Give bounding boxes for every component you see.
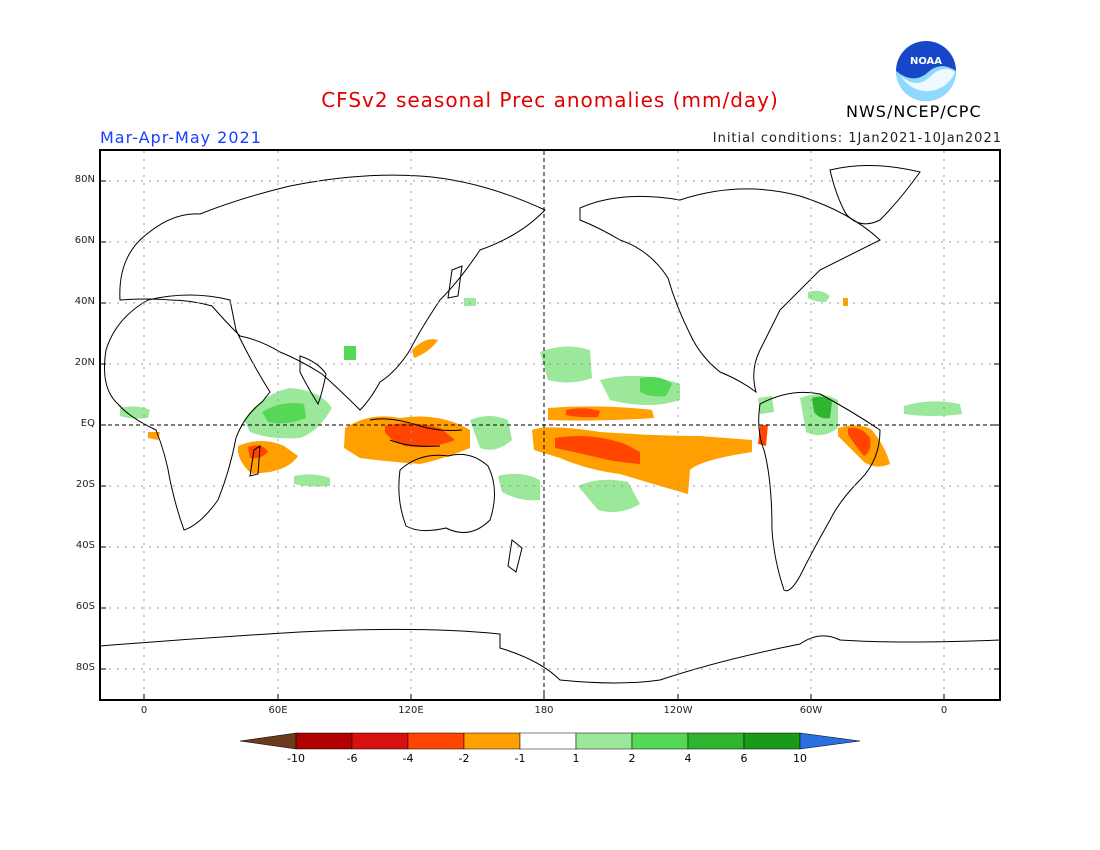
lat-label: 20N	[74, 357, 95, 368]
agency-label: NWS/NCEP/CPC	[846, 102, 982, 121]
colorbar-tick-label: 6	[740, 752, 748, 765]
lat-label: 60S	[75, 601, 95, 612]
colorbar-bin-5	[519, 732, 577, 750]
wet-region-south-pacific	[578, 479, 640, 512]
lat-label: 40N	[74, 296, 95, 307]
map-title: CFSv2 seasonal Prec anomalies (mm/day)	[321, 88, 779, 112]
wet-region-north-pacific	[540, 346, 592, 383]
lat-label: 80S	[75, 662, 95, 673]
lon-label: 180	[534, 705, 554, 716]
wet-core-amazon	[812, 396, 832, 419]
lat-label: EQ	[80, 418, 95, 429]
colorbar-bin-7	[631, 732, 689, 750]
wet-region-north-atlantic	[808, 290, 830, 302]
colorbar-tick-label: 4	[684, 752, 692, 765]
lon-label: 0	[940, 705, 948, 716]
anomaly-regions	[120, 290, 962, 512]
colorbar-bin-2	[351, 732, 409, 750]
wet-region-south-indian	[294, 474, 330, 487]
dry-core-brazil	[848, 427, 871, 456]
wet-core-indian-ocean	[262, 403, 306, 424]
gridlines	[101, 151, 1000, 700]
coastline-south-america	[758, 391, 881, 592]
coastline-indonesia	[369, 418, 463, 447]
noaa-logo: NOAA	[896, 41, 956, 101]
coastline-north-america	[579, 188, 881, 394]
colorbar-tick-label: -4	[402, 752, 414, 765]
colorbar	[239, 732, 861, 750]
colorbar-tick-label: 10	[793, 752, 807, 765]
lat-label: 20S	[75, 479, 95, 490]
lat-label: 80N	[74, 174, 95, 185]
logo-text: NOAA	[910, 56, 942, 67]
wet-region-south-asia	[344, 346, 356, 360]
colorbar-tick-label: -2	[458, 752, 470, 765]
dry-region-north-pacific-strip	[548, 406, 654, 421]
coastline-eurasia	[119, 174, 546, 411]
coastline-africa	[104, 294, 271, 531]
coastline-japan	[447, 265, 463, 299]
coastline-antarctica	[99, 628, 1001, 684]
coastline-australia	[398, 453, 495, 533]
colorbar-arrow-right	[799, 732, 861, 750]
colorbar-arrow-left	[239, 732, 297, 750]
colorbar-bin-4	[463, 732, 521, 750]
lon-label: 0	[140, 705, 148, 716]
lat-label: 60N	[74, 235, 95, 246]
colorbar-tick-label: 2	[628, 752, 636, 765]
dry-region-north-atlantic	[843, 298, 848, 306]
lon-label: 60W	[799, 705, 823, 716]
coastline-new-zealand	[507, 539, 523, 573]
season-label: Mar-Apr-May 2021	[100, 128, 262, 147]
wet-region-japan	[464, 298, 476, 306]
coastline-india	[299, 355, 327, 406]
colorbar-tick-label: 1	[572, 752, 580, 765]
colorbar-bin-8	[687, 732, 745, 750]
axis-ticks	[100, 180, 1000, 700]
dry-region-madagascar	[238, 441, 298, 474]
dry-core-central-pacific	[555, 436, 640, 464]
lon-label: 60E	[268, 705, 288, 716]
initial-conditions-label: Initial conditions: 1Jan2021-10Jan2021	[712, 131, 1002, 146]
colorbar-bin-3	[407, 732, 465, 750]
wet-region-west-pacific	[470, 416, 512, 450]
colorbar-tick-label: -6	[346, 752, 358, 765]
dry-core-north-pacific-strip	[566, 408, 600, 418]
wet-region-west-africa	[120, 406, 150, 419]
coastline-greenland	[829, 165, 921, 225]
wet-region-atlantic	[904, 401, 962, 416]
wet-region-new-guinea-south	[498, 473, 540, 501]
colorbar-tick-label: -10	[287, 752, 305, 765]
colorbar-bin-9	[743, 732, 801, 750]
dry-region-east-asia	[412, 339, 438, 358]
wet-core-pacific-tropical	[640, 376, 672, 397]
coastline-madagascar	[249, 445, 261, 477]
colorbar-bin-6	[575, 732, 633, 750]
coastlines	[99, 165, 1001, 684]
colorbar-bin-1	[295, 732, 353, 750]
lon-label: 120W	[663, 705, 693, 716]
colorbar-tick-label: -1	[514, 752, 526, 765]
lon-label: 120E	[398, 705, 424, 716]
wet-region-central-america	[758, 396, 774, 414]
dry-region-west-africa-coast	[148, 432, 160, 440]
lat-label: 40S	[75, 540, 95, 551]
